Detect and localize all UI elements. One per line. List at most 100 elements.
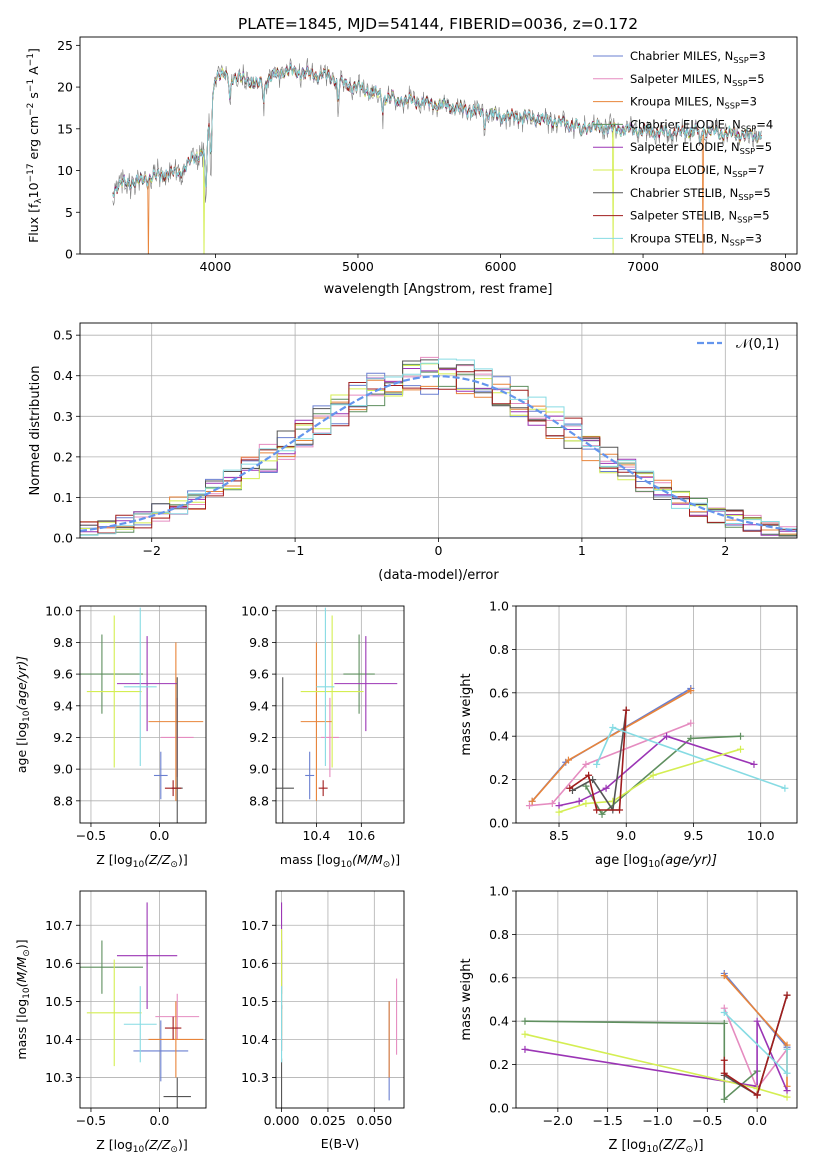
y-tick-label: 10.3: [241, 1070, 269, 1085]
y-tick-label: 1.0: [489, 884, 509, 899]
legend-label-chabrier-miles: Chabrier MILES, NSSP=3: [630, 49, 766, 65]
x-tick-label: −1.0: [642, 1113, 672, 1128]
errorbar-salpeter-stelib: [318, 780, 328, 797]
y-tick-label: 0.4: [53, 368, 73, 383]
y-tick-label: 9.6: [53, 667, 73, 682]
y-tick-label: 10.5: [45, 994, 73, 1009]
x-tick-label: 5000: [342, 259, 374, 274]
errorbar-salpeter-stelib: [164, 780, 182, 797]
axes-frame: [515, 890, 798, 1109]
histogram-kroupa-stelib: [80, 358, 797, 536]
y-tick-label: 0.2: [53, 449, 73, 464]
errorbar-chabrier-stelib: [163, 1077, 191, 1108]
x-tick-label: 0.025: [310, 1113, 346, 1128]
axes-frame: [275, 605, 405, 824]
errorbar-kroupa-elodie: [86, 959, 142, 1067]
series-salpeter-stelib: [566, 706, 630, 814]
data-point-chabrier-elodie: [687, 734, 695, 742]
x-axis-label: Z [log10(Z/Z⊙)]: [96, 1137, 187, 1155]
y-tick-label: 9.8: [53, 635, 73, 650]
x-axis-label: (data-model)/error: [378, 568, 499, 583]
errorbar-kroupa-elodie: [86, 615, 142, 768]
massweight-vs-metallicity-panel: −2.0 −1.5 −1.0 −0.5 0.0 0.0 0.2 0.4 0.6 0.8 1.0 mas…: [459, 884, 798, 1155]
data-point-salpeter-miles: [525, 802, 533, 810]
y-axis-label: mass weight: [459, 673, 474, 755]
x-axis-label: wavelength [Angstrom, rest frame]: [324, 282, 553, 297]
axes-frame: [79, 890, 207, 1109]
legend-label-chabrier-stelib: Chabrier STELIB, NSSP=5: [630, 186, 771, 202]
series-salpeter-miles: [525, 719, 695, 810]
spectrum-legend: Chabrier MILES, NSSP=3 Salpeter MILES, NS…: [593, 49, 773, 247]
y-tick-label: 9.4: [53, 698, 73, 713]
y-tick-label: 10.0: [45, 603, 73, 618]
errorbar-chabrier-stelib: [276, 677, 294, 823]
data-point-kroupa-elodie: [649, 771, 657, 779]
x-axis-label: Z [log10(Z/Z⊙)]: [96, 852, 187, 870]
data-point-salpeter-stelib: [753, 1091, 761, 1099]
y-tick-label: 10.0: [241, 603, 269, 618]
x-axis-label: mass [log10(M/M⊙)]: [280, 852, 400, 870]
y-tick-label: 9.2: [249, 730, 269, 745]
data-point-chabrier-elodie: [737, 732, 745, 740]
data-point-kroupa-elodie: [521, 1030, 529, 1038]
data-point-salpeter-miles: [582, 760, 590, 768]
series-kroupa-stelib: [593, 724, 789, 792]
data-point-salpeter-stelib: [593, 806, 601, 814]
x-tick-label: −0.5: [692, 1113, 722, 1128]
series-line-salpeter-miles: [723, 1007, 788, 1091]
legend-label-kroupa-miles: Kroupa MILES, NSSP=3: [630, 95, 757, 111]
errorbar-salpeter-miles: [320, 697, 339, 778]
errorbar-salpeter-stelib: [164, 1016, 182, 1040]
residual-histogram-panel: −2 −1 0 1 2 0.0 0.1 0.2 0.3 0.4 0.5 (data-model)/er…: [28, 322, 798, 583]
errorbar-salpeter-elodie: [116, 902, 178, 1010]
x-tick-label: −1: [286, 543, 304, 558]
y-tick-label: 0.3: [53, 409, 73, 424]
data-point-kroupa-miles: [720, 972, 728, 980]
x-tick-label: −0.5: [76, 1113, 106, 1128]
x-tick-label: 0: [435, 543, 443, 558]
errorbar-kroupa-miles: [148, 642, 204, 801]
series-line-salpeter-stelib: [723, 994, 788, 1097]
data-point-kroupa-stelib: [781, 784, 789, 792]
y-axis-label: Flux [fλ10−17 erg cm−2 s−1 A−1]: [26, 48, 44, 243]
age-vs-mass-panel: 10.4 10.6 8.8 9.0 9.2 9.4 9.6 9.8 10.0 mass [log1…: [241, 603, 405, 870]
data-point-kroupa-miles: [528, 797, 536, 805]
errorbar-chabrier-miles: [305, 751, 315, 800]
data-point-salpeter-stelib: [616, 806, 624, 814]
series-salpeter-elodie: [555, 732, 758, 810]
data-point-kroupa-miles: [687, 687, 695, 695]
age-vs-metallicity-panel: −0.5 0.0 8.8 9.0 9.2 9.4 9.6 9.8 10.0 Z [log10(Z/…: [14, 603, 207, 870]
x-tick-label: 10.4: [302, 828, 330, 843]
x-tick-label: 7000: [627, 259, 659, 274]
data-point-salpeter-elodie: [555, 802, 563, 810]
data-point-kroupa-stelib: [783, 1069, 791, 1077]
series-line-salpeter-elodie: [524, 1020, 788, 1091]
y-tick-label: 0.1: [53, 490, 73, 505]
legend-label-chabrier-elodie: Chabrier ELODIE, NSSP=4: [630, 117, 773, 133]
x-tick-label: 8.5: [549, 828, 569, 843]
series-kroupa-elodie: [521, 1030, 791, 1101]
x-tick-label: 10.0: [747, 828, 775, 843]
x-tick-label: 6000: [485, 259, 517, 274]
y-tick-label: 20: [57, 80, 73, 95]
errorbar-chabrier-miles: [153, 751, 168, 800]
normal-distribution-curve: [79, 375, 798, 532]
errorbar-chabrier-elodie: [343, 634, 375, 714]
data-point-kroupa-stelib: [593, 760, 601, 768]
model-spectrum-kroupa-stelib: [112, 63, 762, 197]
y-tick-label: 0.6: [489, 685, 509, 700]
y-tick-label: 8.8: [53, 793, 73, 808]
data-point-salpeter-stelib: [720, 1056, 728, 1064]
y-tick-label: 9.0: [53, 762, 73, 777]
x-axis-label: E(B-V): [321, 1136, 360, 1151]
legend-label-salpeter-miles: Salpeter MILES, NSSP=5: [630, 72, 765, 88]
axes-frame: [79, 36, 798, 255]
y-axis-label: Normed distribution: [28, 366, 43, 496]
errorbar-kroupa-miles: [300, 642, 333, 801]
y-tick-label: 10: [57, 163, 73, 178]
x-tick-label: 2: [721, 543, 729, 558]
y-tick-label: 0.0: [489, 1101, 509, 1116]
y-tick-label: 10.7: [241, 918, 269, 933]
errorbar-chabrier-elodie: [80, 940, 143, 994]
